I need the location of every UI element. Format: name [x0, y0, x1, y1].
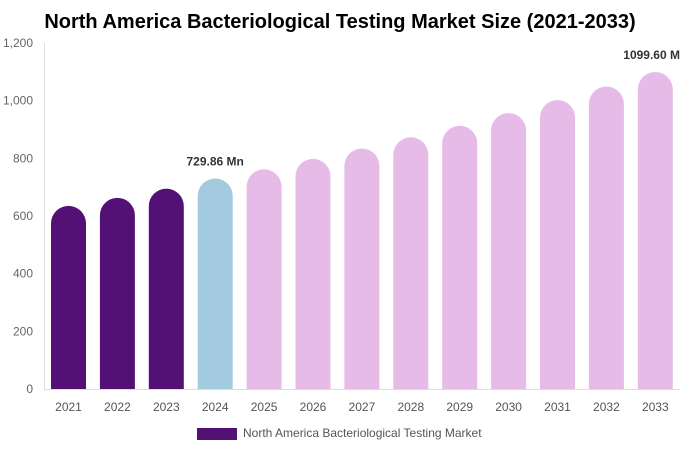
- y-tick-label: 200: [13, 324, 33, 338]
- bar-2025[interactable]: [246, 169, 282, 389]
- bar-2023[interactable]: [148, 188, 184, 389]
- bar-2024[interactable]: [197, 178, 233, 389]
- x-tick-label: 2030: [495, 400, 522, 414]
- x-tick-label: 2028: [397, 400, 424, 414]
- y-tick-label: 1,200: [3, 36, 33, 50]
- bar-2029[interactable]: [442, 125, 478, 390]
- bar-2030[interactable]: [491, 113, 527, 389]
- y-tick-label: 800: [13, 151, 33, 165]
- x-tick-label: 2025: [251, 400, 278, 414]
- y-tick-label: 400: [13, 267, 33, 281]
- data-labels: 729.86 Mn 1099.60 Mn: [187, 48, 680, 169]
- y-axis: 0 200 400 600 800 1,000 1,200: [3, 36, 680, 396]
- x-tick-label: 2023: [153, 400, 180, 414]
- y-tick-label: 0: [26, 382, 33, 396]
- bar-2031[interactable]: [540, 100, 575, 389]
- data-label-2024: 729.86 Mn: [187, 155, 244, 169]
- bar-2028[interactable]: [393, 137, 429, 389]
- data-label-2033: 1099.60 Mn: [623, 48, 680, 62]
- x-tick-label: 2029: [446, 400, 473, 414]
- x-tick-label: 2026: [300, 400, 327, 414]
- legend-swatch: [197, 428, 237, 440]
- chart-title: North America Bacteriological Testing Ma…: [44, 11, 635, 33]
- y-tick-label: 1,000: [3, 94, 33, 108]
- x-tick-label: 2021: [55, 400, 82, 414]
- x-tick-label: 2024: [202, 400, 229, 414]
- bar-2032[interactable]: [588, 86, 624, 389]
- bar-2021[interactable]: [51, 205, 86, 389]
- x-axis: 2021 2022 2023 2024 2025 2026 2027 2028 2029 2030…: [55, 400, 669, 414]
- x-tick-label: 2031: [544, 400, 571, 414]
- legend-label: North America Bacteriological Testing Ma…: [243, 426, 482, 440]
- x-tick-label: 2022: [104, 400, 131, 414]
- x-tick-label: 2033: [642, 400, 669, 414]
- bar-2022[interactable]: [99, 197, 135, 389]
- bar-2033[interactable]: [637, 71, 673, 389]
- y-tick-label: 600: [13, 209, 33, 223]
- bars: [51, 71, 673, 390]
- legend[interactable]: North America Bacteriological Testing Ma…: [197, 426, 482, 440]
- x-tick-label: 2032: [593, 400, 620, 414]
- bar-2027[interactable]: [344, 148, 380, 389]
- bar-2026[interactable]: [295, 158, 331, 389]
- x-tick-label: 2027: [349, 400, 376, 414]
